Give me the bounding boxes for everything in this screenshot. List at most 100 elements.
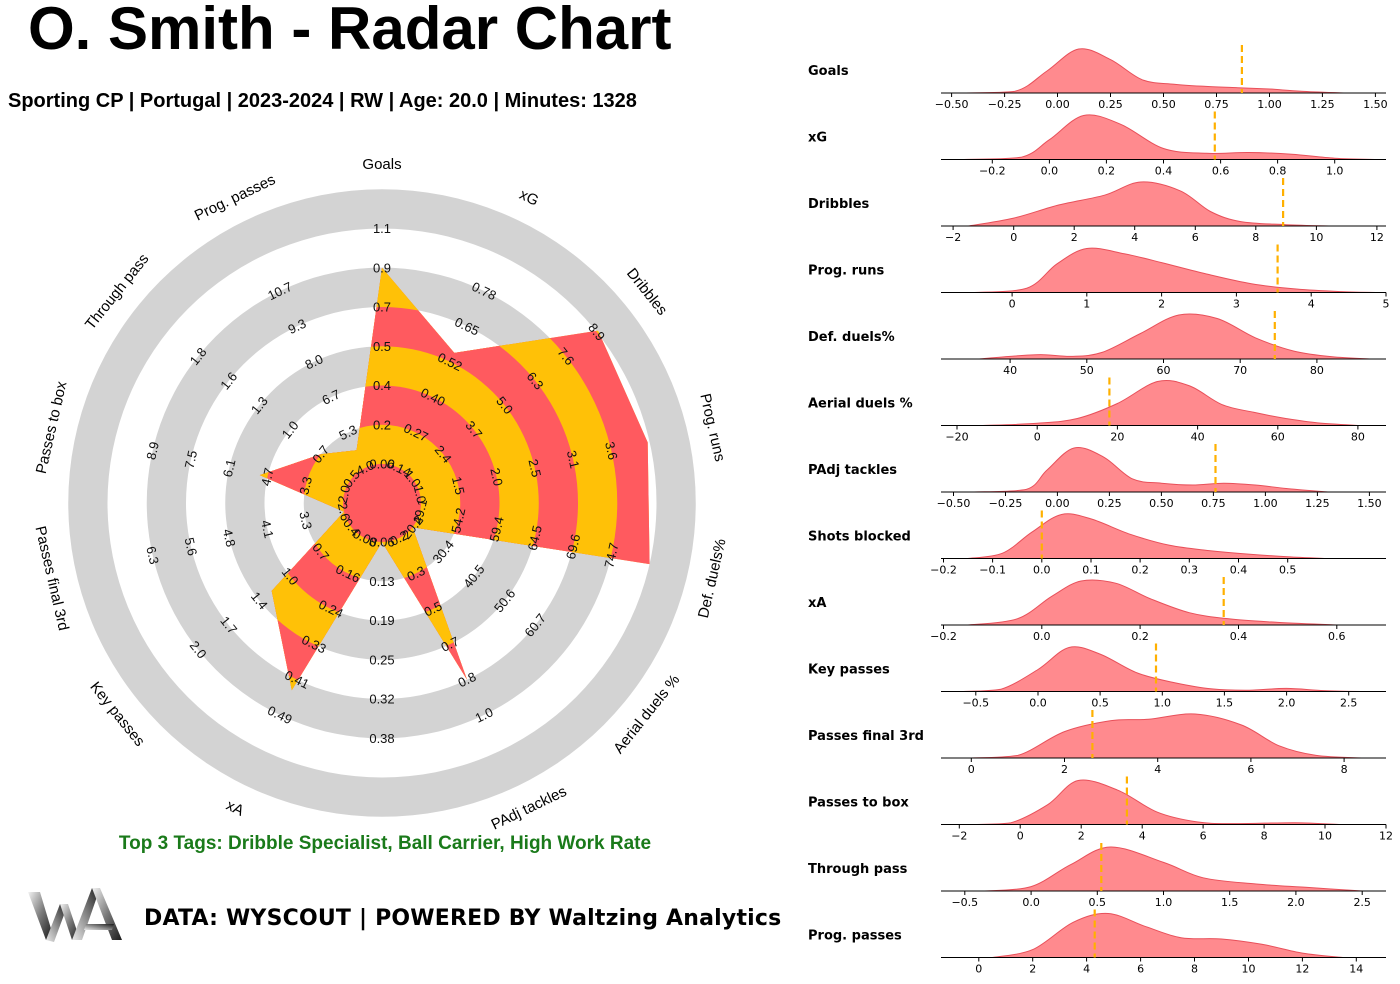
distribution-label: Through pass (808, 862, 908, 877)
axis-tick-label: 0 (1017, 830, 1024, 843)
distribution-panel: Goals −0.50 −0.25 0.00 0.25 0.50 0.75 1.00 1.25 1… (808, 45, 1388, 111)
distribution-label: Aerial duels % (808, 397, 913, 412)
axis-tick-label: 2.5 (1340, 697, 1358, 710)
radar-tick-label: 2.0 (487, 466, 506, 487)
axis-tick-label: 0 (968, 763, 975, 776)
axis-tick-label: 0 (975, 963, 982, 976)
axis-tick-label: 10 (1318, 830, 1332, 843)
radar-tick-label: 0.06 (369, 457, 394, 472)
radar-axis-label: Goals (362, 156, 401, 173)
radar-tick-label: 4.8 (220, 527, 239, 548)
axis-tick-label: 2 (1071, 231, 1078, 244)
radar-tick-label: 3.6 (602, 440, 621, 461)
axis-tick-label: 2 (1061, 763, 1068, 776)
radar-tick-label: 0.2 (388, 527, 411, 548)
axis-tick-label: 1.25 (1310, 98, 1335, 111)
density-area (967, 579, 1337, 626)
axis-tick-label: −0.2 (930, 630, 957, 643)
axis-tick-label: 0.4 (1230, 564, 1248, 577)
radar-tick-label: 5.3 (337, 422, 360, 443)
density-area (971, 713, 1363, 759)
distribution-label: Prog. runs (808, 264, 885, 279)
axis-tick-label: 14 (1349, 963, 1363, 976)
radar-tick-label: 0.4 (373, 378, 391, 393)
axis-tick-label: 0.4 (1230, 630, 1248, 643)
radar-tick-label: 0.5 (422, 598, 445, 619)
axis-tick-label: 20 (1110, 431, 1124, 444)
axis-tick-label: 1 (1083, 298, 1090, 311)
axis-tick-label: 0.50 (1151, 98, 1176, 111)
distribution-panel: xA −0.2 0.0 0.2 0.4 0.6 (808, 577, 1386, 643)
axis-tick-label: 6 (1192, 231, 1199, 244)
radar-chart: 0.060.20.40.50.70.91.1Goals0.140.270.400… (32, 156, 730, 830)
axis-tick-label: 8 (1191, 963, 1198, 976)
axis-tick-label: 0.5 (1091, 697, 1109, 710)
density-area (974, 447, 1328, 493)
radar-tick-label: 54.2 (448, 506, 468, 534)
axis-tick-label: 0 (1009, 298, 1016, 311)
distribution-panel: Passes final 3rd 0 2 4 6 8 (808, 710, 1386, 776)
axis-tick-label: 1.0 (1326, 165, 1344, 178)
distribution-panel: Dribbles −2 0 2 4 6 8 10 12 (808, 178, 1386, 244)
axis-tick-label: −0.2 (979, 165, 1006, 178)
axis-tick-label: 80 (1351, 431, 1365, 444)
axis-tick-label: 0.0 (1041, 165, 1059, 178)
density-area (974, 247, 1379, 293)
axis-tick-label: 0.6 (1328, 630, 1346, 643)
axis-tick-label: 1.0 (1154, 697, 1172, 710)
radar-axis-label: Passes final 3rd (32, 524, 72, 632)
axis-tick-label: 1.00 (1257, 98, 1282, 111)
radar-tick-label: 69.6 (563, 533, 583, 561)
radar-tick-label: 0.32 (369, 692, 394, 707)
axis-tick-label: 2.0 (1287, 896, 1305, 909)
page-title: O. Smith - Radar Chart (28, 0, 672, 62)
distribution-label: Def. duels% (808, 330, 895, 345)
radar-tick-label: 0.9 (373, 260, 391, 275)
axis-tick-label: 0.2 (1098, 165, 1116, 178)
density-area (984, 846, 1363, 892)
axis-tick-label: 0.1 (1082, 564, 1100, 577)
axis-tick-label: 1.50 (1357, 497, 1382, 510)
axis-tick-label: 8 (1341, 763, 1348, 776)
distribution-label: Shots blocked (808, 530, 911, 545)
axis-tick-label: −0.25 (989, 497, 1023, 510)
axis-tick-label: 3 (1233, 298, 1240, 311)
axis-tick-label: 2.5 (1353, 896, 1371, 909)
radar-tick-label: 59.4 (486, 515, 506, 543)
radar-tick-label: 64.5 (525, 524, 545, 552)
axis-tick-label: 0.50 (1149, 497, 1174, 510)
axis-tick-label: −0.2 (930, 564, 957, 577)
distribution-panel: xG −0.2 0.0 0.2 0.4 0.6 0.8 1.0 (808, 111, 1386, 178)
radar-tick-label: 2.5 (525, 458, 544, 479)
axis-tick-label: −0.50 (935, 98, 969, 111)
radar-tick-label: 6.3 (143, 545, 162, 566)
data-credit-line: DATA: WYSCOUT | POWERED BY Waltzing Anal… (144, 906, 782, 931)
radar-tick-label: 1.0 (411, 484, 430, 505)
radar-tick-label: 0.13 (369, 574, 394, 589)
radar-tick-label: 1.1 (373, 221, 391, 236)
radar-axis-label: xA (223, 797, 246, 820)
radar-tick-label: 7.5 (182, 449, 201, 470)
radar-axis-label: Prog. runs (696, 392, 728, 463)
axis-tick-label: 2.0 (1278, 697, 1296, 710)
axis-tick-label: 6 (1200, 830, 1207, 843)
axis-tick-label: 60 (1157, 364, 1171, 377)
axis-tick-label: 10 (1242, 963, 1256, 976)
axis-tick-label: 0.75 (1204, 98, 1229, 111)
radar-tick-label: 4.7 (258, 466, 277, 487)
density-area (968, 181, 1332, 227)
distribution-label: Key passes (808, 663, 890, 678)
axis-tick-label: 2 (1029, 963, 1036, 976)
distribution-panel: Prog. passes 0 2 4 6 8 10 12 14 (808, 909, 1386, 976)
axis-tick-label: 6 (1137, 963, 1144, 976)
axis-tick-label: 0.75 (1201, 497, 1226, 510)
radar-tick-label: 0.25 (369, 652, 394, 667)
axis-tick-label: 0.0 (1033, 564, 1051, 577)
axis-tick-label: −2 (951, 830, 967, 843)
axis-tick-label: 0.0 (1029, 697, 1047, 710)
distribution-label: Prog. passes (808, 929, 902, 944)
radar-tick-label: 0.7 (373, 300, 391, 315)
radar-tick-label: 0.8 (456, 669, 479, 690)
radar-tick-label: 0.38 (369, 731, 394, 746)
axis-tick-label: 0.25 (1098, 98, 1123, 111)
